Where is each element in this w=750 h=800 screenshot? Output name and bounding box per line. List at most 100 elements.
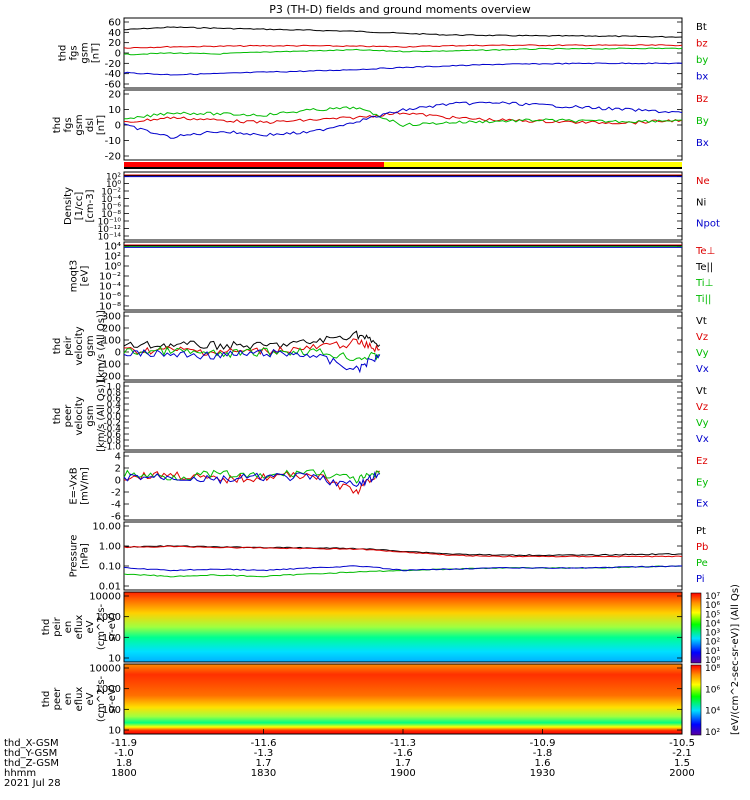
y-tick-label: 1.0 xyxy=(107,383,122,393)
y-tick-label: 10 xyxy=(108,654,121,665)
y-tick-label: 100 xyxy=(102,705,121,716)
y-axis-label: E=-VxB[mV/m] xyxy=(69,467,91,505)
panel-frame xyxy=(123,89,683,161)
y-tick-label: 10 xyxy=(108,726,121,737)
time-row-value: -1.0 xyxy=(114,748,134,759)
colorbar-tick-label: 10⁷ xyxy=(705,592,720,602)
time-row-value: -11.6 xyxy=(251,738,277,749)
y-axis-label-line: thd xyxy=(41,619,52,636)
legend-te⊥: Te⊥ xyxy=(695,246,715,257)
y-axis-label-line: thd xyxy=(52,338,63,355)
y-tick-label: -10 xyxy=(105,136,121,147)
y-tick-label: 10² xyxy=(104,252,121,263)
time-row-label: hhmm xyxy=(4,768,36,779)
y-axis-label-line: gsm xyxy=(85,335,96,356)
legend-npot: Npot xyxy=(696,219,720,230)
time-row-value: -1.6 xyxy=(393,748,413,759)
y-axis-label-line: [km/s (All Qs)] xyxy=(96,380,107,452)
panel-frame xyxy=(123,591,683,663)
colorbar-tick-label: 10⁸ xyxy=(705,664,720,674)
series-group-pressure xyxy=(123,545,683,578)
time-row-label: thd_Y-GSM xyxy=(4,748,57,759)
y-tick-label: 100 xyxy=(102,633,121,644)
series-line-bt xyxy=(123,26,683,38)
y-tick-label: 300 xyxy=(102,312,121,323)
time-date: 2021 Jul 28 xyxy=(4,778,61,789)
y-tick-label: 0.0 xyxy=(107,413,122,423)
panel-frame xyxy=(123,171,683,241)
y-tick-label: 10⁰ xyxy=(104,262,121,273)
y-tick-label: 10⁻² xyxy=(101,188,121,198)
y-tick-label: -0.2 xyxy=(103,419,121,429)
y-tick-label: 0 xyxy=(115,49,121,60)
time-row-value: -2.1 xyxy=(672,748,692,759)
legend-ne: Ne xyxy=(696,176,710,187)
panel-frame xyxy=(123,451,683,521)
ion-spectrogram xyxy=(124,592,682,662)
time-row-value: -1.8 xyxy=(533,748,553,759)
legend-bt: Bt xyxy=(696,22,707,33)
panel-efield: 420-2-4-6 E=-VxB[mV/m] Ez Ey Ex xyxy=(69,451,708,523)
y-axis-label-line: velocity xyxy=(74,326,85,365)
legend-ni: Ni xyxy=(696,197,706,208)
y-axis-label: thdfgsgsm[nT] xyxy=(58,42,102,63)
time-row-label: thd_Z-GSM xyxy=(4,758,59,769)
y-axis-label-line: E=-VxB xyxy=(69,467,80,504)
y-tick-label: -0.4 xyxy=(103,425,121,435)
legend-pi: Pi xyxy=(696,574,705,585)
y-axis-label-line: [nT] xyxy=(96,115,107,135)
series-line-vy xyxy=(123,345,381,362)
y-tick-label: 20 xyxy=(108,90,121,101)
y-axis-label-line: peer xyxy=(52,687,63,711)
y-axis-label-line: gsm xyxy=(85,405,96,426)
y-tick-label: -4 xyxy=(111,500,121,511)
series-line-pi xyxy=(123,565,683,572)
time-row-value: 1.8 xyxy=(116,758,132,769)
y-tick-label: -0.8 xyxy=(103,437,121,447)
panel-density: 10²10⁰10⁻²10⁻⁴10⁻⁶10⁻⁸10⁻¹⁰10⁻¹²10⁻¹⁴Den… xyxy=(63,171,720,243)
y-axis-label-line: sr-eV) xyxy=(107,684,118,713)
y-tick-label: 4 xyxy=(115,452,121,463)
legend-ex: Ex xyxy=(696,499,708,510)
y-tick-label: -60 xyxy=(105,80,121,91)
y-axis-label: thdpeirvelocitygsm[km/s (All Qs)] xyxy=(52,310,107,382)
colorbar-tick-label: 10¹ xyxy=(705,647,720,657)
time-row-value: -1.3 xyxy=(254,748,274,759)
time-row-value: 1930 xyxy=(530,768,555,779)
legend-vt: Vt xyxy=(696,386,707,397)
y-tick-label: 10⁻¹⁰ xyxy=(98,218,122,228)
y-axis-label-line: [nT] xyxy=(91,43,102,63)
legend-bx: bx xyxy=(696,72,708,83)
time-row-value: -11.3 xyxy=(390,738,416,749)
series-line-vz xyxy=(123,338,380,356)
mode-bar-yellow xyxy=(384,162,682,167)
panel-frame xyxy=(123,241,683,311)
y-axis-label-line: sr-eV) xyxy=(107,612,118,641)
flat-lines-temperature xyxy=(124,244,682,248)
y-axis-label-line: en xyxy=(63,621,74,634)
y-tick-label: 10000 xyxy=(89,664,121,675)
y-tick-label: 10.00 xyxy=(92,522,121,533)
y-axis-label-line: fgs xyxy=(69,45,80,60)
y-axis-label-line: [1/cc] xyxy=(74,192,85,221)
flat-lines-density xyxy=(124,174,682,178)
series-line-ex xyxy=(123,471,380,487)
time-row-value: -10.9 xyxy=(530,738,556,749)
y-tick-label: -2 xyxy=(111,488,121,499)
legend-vt: Vt xyxy=(696,316,707,327)
y-tick-label: -6 xyxy=(111,512,121,523)
y-axis-label: thdpeirenefluxeV(cm^2-s-sr-eV) xyxy=(41,603,118,650)
time-row-value: 1.7 xyxy=(395,758,411,769)
y-axis-label-line: en xyxy=(63,693,74,706)
y-tick-label: 10⁻⁶ xyxy=(99,292,121,303)
y-axis-label-line: eflux xyxy=(74,687,85,712)
y-axis-label-line: eV xyxy=(85,692,96,705)
series-line-bx xyxy=(123,62,683,76)
y-tick-label: 10 xyxy=(108,105,121,116)
legend-by: by xyxy=(696,55,708,66)
y-tick-label: 10⁻¹⁴ xyxy=(98,233,122,243)
series-line-pb xyxy=(123,545,683,558)
y-axis-label-line: thd xyxy=(58,45,69,62)
